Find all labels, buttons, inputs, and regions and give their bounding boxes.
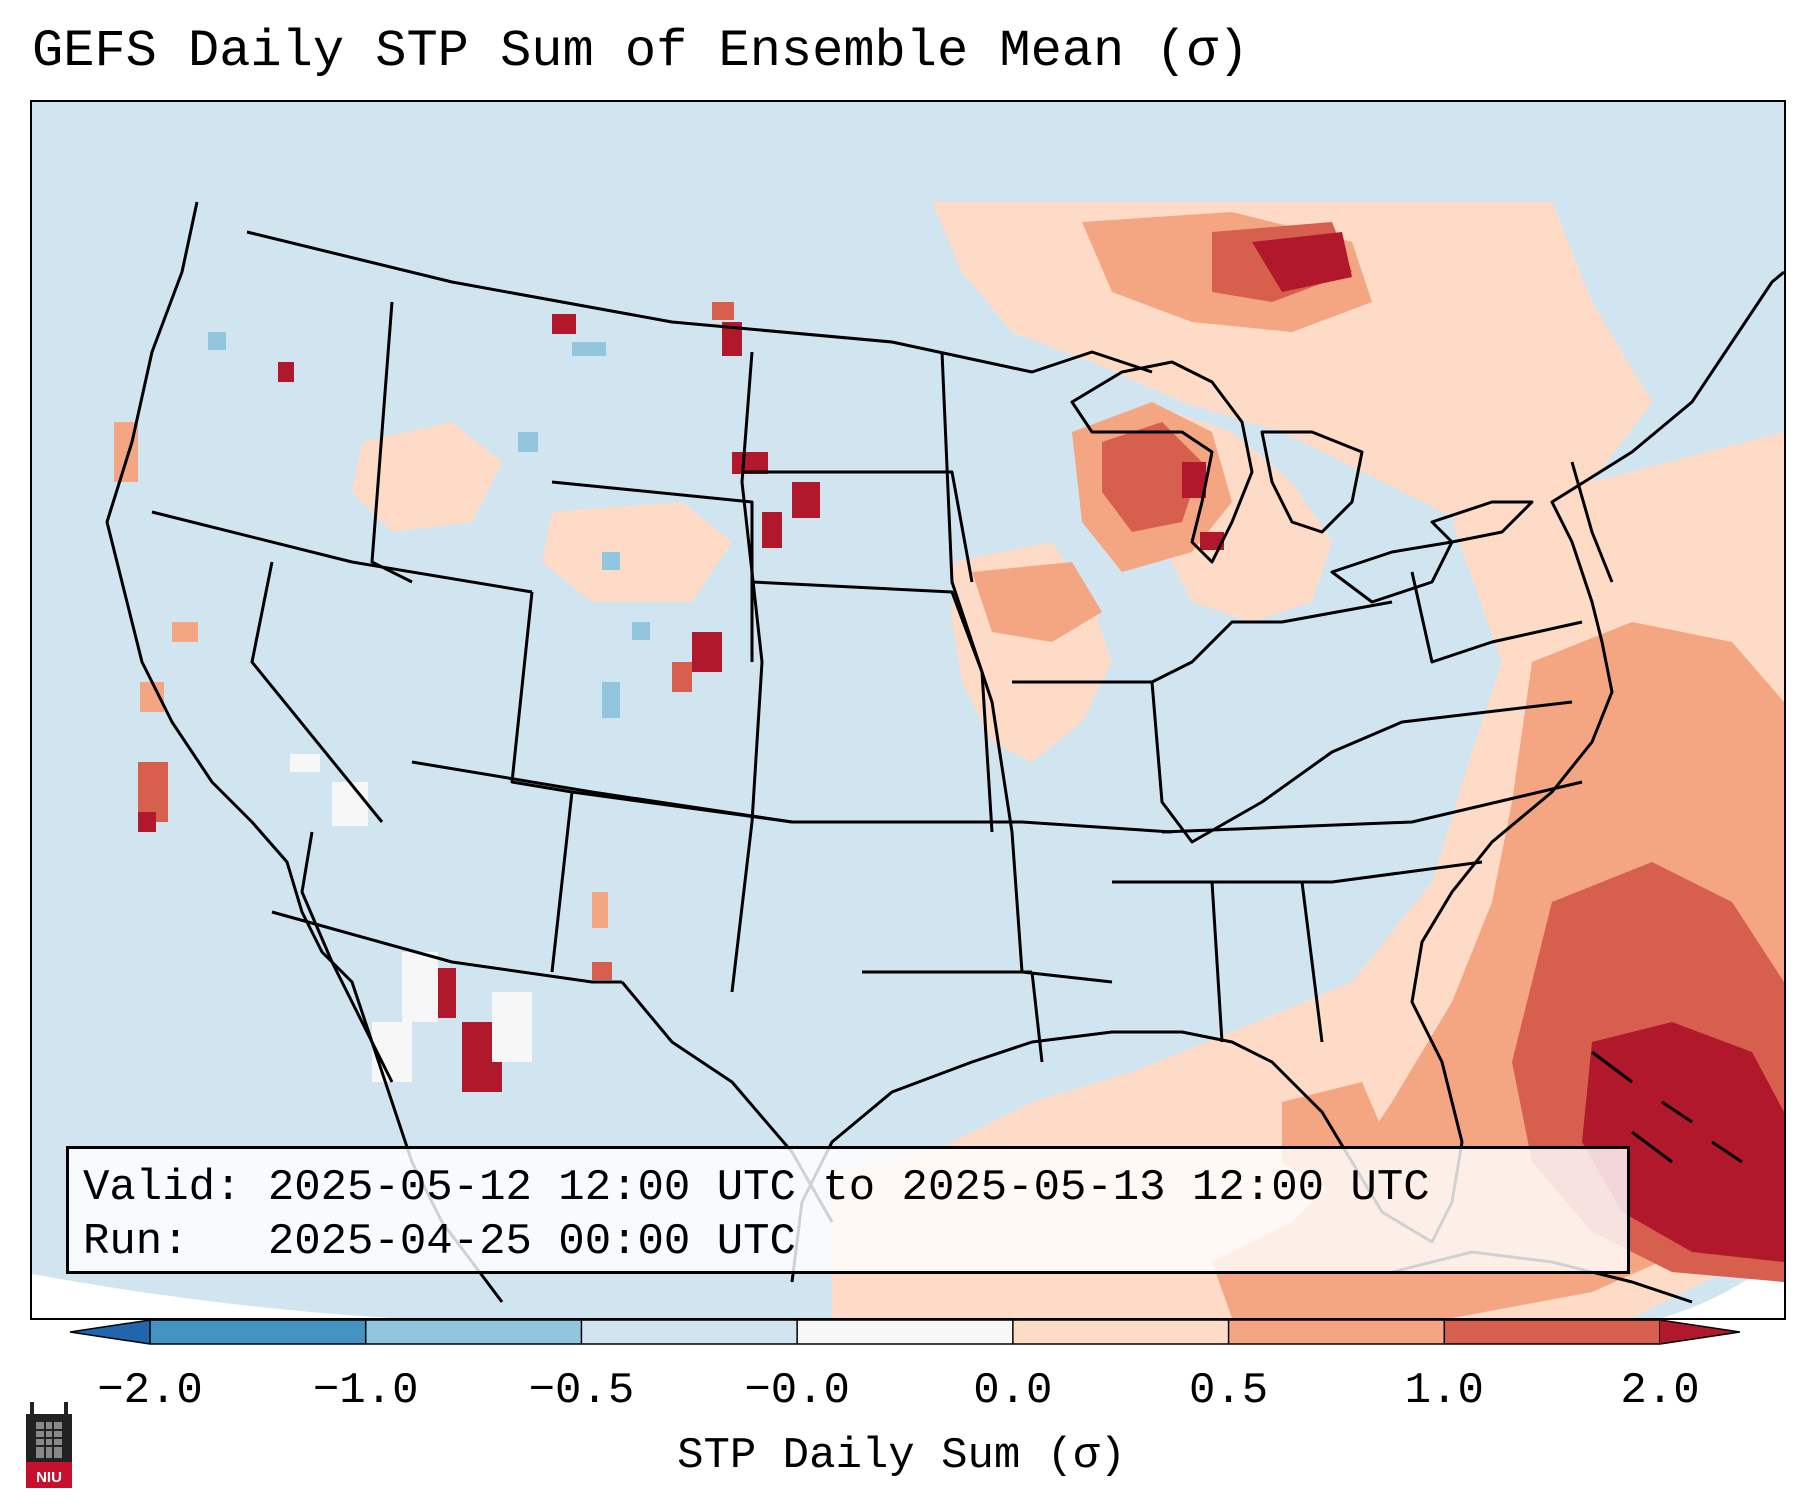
lake-huron-outline [1260, 430, 1364, 534]
field-lake-michigan-extreme [1200, 532, 1224, 550]
state-line-sd-ne [742, 470, 974, 583]
state-line-ut-az [510, 591, 574, 973]
state-line-dakotas-ne [730, 351, 764, 993]
field-ontario-light [1232, 352, 1472, 462]
valid-value: 2025-05-12 12:00 UTC to 2025-05-13 12:00… [267, 1163, 1430, 1213]
field-idaho-light [352, 422, 502, 532]
lake-ontario-outline [1430, 500, 1534, 544]
east-gulf-coastline [790, 270, 1784, 1283]
colorbar-label: STP Daily Sum (σ) [677, 1431, 1126, 1481]
field-co-blue-cell [602, 552, 620, 570]
field-mexico-cell-dark [436, 968, 456, 1018]
colorbar-tick-label: 2.0 [1620, 1366, 1700, 1416]
field-montana-cell-dark-2 [722, 322, 742, 356]
niu-logo: NIU [20, 1392, 78, 1488]
field-wisconsin-extreme [1182, 462, 1206, 498]
field-mexico-white-cell-3 [492, 992, 532, 1062]
field-montana-cell [712, 302, 734, 320]
colorbar-outline [70, 1319, 1740, 1345]
field-co-blue-cell-3 [632, 622, 650, 640]
colorbar-tick-label: 1.0 [1404, 1366, 1484, 1416]
colorbar-tick-label: −0.5 [528, 1366, 635, 1416]
field-montana-cell-dark [552, 314, 576, 334]
state-line-wy-co [551, 480, 754, 662]
domain-edge-lower-right [1662, 1252, 1784, 1318]
map-canvas [32, 102, 1784, 1318]
colorbar-segment [797, 1320, 1014, 1344]
colorbar [70, 1319, 1740, 1345]
colorbar-tick-label: 0.0 [973, 1366, 1053, 1416]
colorbar-tick-label: −2.0 [97, 1366, 203, 1416]
field-wisconsin-strong [1102, 422, 1202, 532]
run-label: Run: [83, 1217, 189, 1267]
state-line-mn-ia-mo [940, 351, 1113, 984]
field-bahamas-extreme [1582, 1022, 1784, 1262]
domain-edge-lower-left [32, 1274, 392, 1318]
field-az-white-cell [332, 782, 368, 826]
field-co-cell-dark [692, 632, 722, 672]
state-line-or-ca [151, 510, 533, 594]
state-line-nv [250, 561, 384, 823]
colorbar-segment [1228, 1320, 1445, 1344]
field-sd-cell-dark [732, 452, 768, 474]
field-texas-cell-2 [592, 962, 612, 980]
field-wyoming-light [542, 502, 732, 602]
field-pacific-cell-dark [138, 812, 156, 832]
canada-border [246, 230, 1153, 374]
state-line-al-ga [1210, 881, 1324, 1043]
state-line-pa [1410, 571, 1583, 664]
state-line-ne-ks [751, 580, 994, 833]
field-co-blue-cell-2 [602, 682, 620, 718]
state-line-ok-ks [571, 790, 1173, 834]
colorbar-extend-high [1660, 1320, 1740, 1344]
info-box: Valid: 2025-05-12 12:00 UTC to 2025-05-1… [66, 1146, 1630, 1274]
field-texas-cell [592, 892, 608, 928]
state-line-new-england [1570, 461, 1614, 583]
colorbar-segment [365, 1320, 582, 1344]
state-line-la-tx [862, 970, 1044, 1063]
state-line-tn-nc [1161, 780, 1583, 834]
colorbar-segment [1444, 1320, 1661, 1344]
bahamas-outline [1591, 1050, 1743, 1164]
colorbar-tick-label: −0.0 [744, 1366, 850, 1416]
figure-title: GEFS Daily STP Sum of Ensemble Mean (σ) [32, 22, 1249, 81]
field-pacific-cell-3 [172, 622, 198, 642]
colorbar-segment [150, 1320, 367, 1344]
state-line-ohio-river [1150, 681, 1573, 844]
valid-label: Valid: [83, 1163, 242, 1213]
run-value: 2025-04-25 00:00 UTC [267, 1217, 796, 1267]
field-ne-cell-dark [792, 482, 820, 518]
field-mexico-white-cell [402, 952, 438, 1022]
state-line-ms-al-ga [1112, 860, 1483, 884]
us-mexico-border [271, 910, 622, 984]
state-line-id [370, 301, 413, 584]
field-iowa-mid [972, 562, 1102, 642]
boundaries [105, 201, 1784, 1303]
field-oregon-cell-dark [278, 362, 294, 382]
field-ontario-extreme [1252, 232, 1352, 292]
field-or-blue-cell [208, 332, 226, 350]
colorbar-tick-label: 0.5 [1188, 1366, 1269, 1416]
logo-text: NIU [36, 1469, 62, 1486]
niu-logo-icon [26, 1402, 72, 1488]
state-line-ia-il-in [1012, 600, 1393, 684]
lake-michigan-outline [1070, 360, 1254, 564]
field-co-cell [672, 662, 692, 692]
map-panel [30, 100, 1786, 1320]
field-nv-white-cell [290, 754, 320, 772]
field-ne-cell-dark-2 [762, 512, 782, 548]
colorbar-segment [1012, 1320, 1230, 1344]
field-id-blue-cell [518, 432, 538, 452]
colorbar-segment [581, 1320, 798, 1344]
baja-coastline [300, 831, 394, 1083]
field-wy-blue-cell [572, 342, 606, 356]
colorbar-tick-label: −1.0 [312, 1366, 419, 1416]
lake-erie-outline [1330, 540, 1454, 604]
colorbar-extend-low [70, 1320, 150, 1344]
